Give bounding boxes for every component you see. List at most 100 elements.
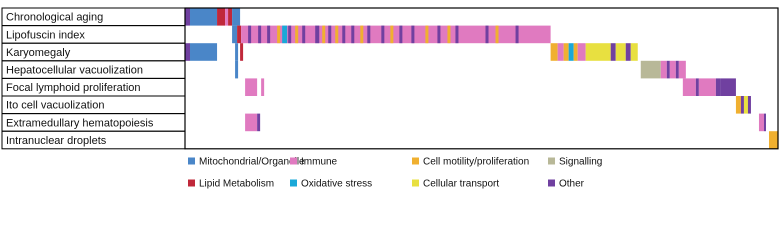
segment bbox=[235, 60, 239, 79]
row-label: Karyomegaly bbox=[6, 47, 71, 59]
segment bbox=[315, 25, 320, 44]
segment bbox=[302, 25, 306, 44]
segment bbox=[437, 25, 441, 44]
segment bbox=[563, 43, 569, 61]
legend-label: Other bbox=[559, 179, 585, 190]
segment bbox=[743, 96, 748, 114]
segment bbox=[735, 96, 741, 114]
row-label: Focal lymphoid proliferation bbox=[6, 82, 141, 94]
segment bbox=[190, 8, 218, 26]
legend-label: Mitochondrial/Organelle bbox=[199, 157, 305, 168]
segment bbox=[557, 43, 564, 61]
row-label: Hepatocellular vacuolization bbox=[6, 65, 143, 77]
segment bbox=[577, 43, 586, 61]
segment bbox=[740, 96, 744, 114]
segment bbox=[585, 43, 611, 61]
legend-label: Lipid Metabolism bbox=[199, 179, 274, 190]
segment bbox=[411, 25, 415, 44]
segment bbox=[245, 113, 258, 132]
legend-label: Immune bbox=[301, 157, 338, 168]
segment bbox=[282, 25, 288, 44]
segment bbox=[381, 25, 385, 44]
segment bbox=[675, 60, 679, 79]
segment bbox=[399, 25, 403, 44]
legend-swatch bbox=[290, 157, 297, 165]
plot-border bbox=[184, 7, 779, 150]
segment bbox=[390, 25, 394, 44]
segment bbox=[447, 25, 451, 44]
segment bbox=[342, 25, 346, 44]
segment bbox=[185, 43, 191, 61]
legend-swatch bbox=[188, 157, 195, 165]
segment bbox=[277, 25, 281, 44]
segment bbox=[615, 43, 626, 61]
segment bbox=[630, 43, 638, 61]
segment bbox=[235, 43, 239, 61]
segment bbox=[695, 78, 699, 96]
segment bbox=[678, 60, 686, 79]
segment bbox=[257, 113, 261, 132]
segment bbox=[190, 43, 218, 61]
chart: Chronological aging Lipofuscin index Karyo… bbox=[1, 7, 779, 190]
segment bbox=[232, 8, 241, 26]
segment bbox=[261, 78, 265, 96]
segment bbox=[698, 78, 716, 96]
segment bbox=[240, 43, 244, 61]
legend-label: Cell motility/proliferation bbox=[423, 157, 529, 168]
segment bbox=[217, 8, 226, 26]
legend-label: Cellular transport bbox=[423, 179, 499, 190]
legend-swatch bbox=[188, 179, 195, 187]
segment bbox=[237, 25, 242, 44]
segment bbox=[185, 8, 191, 26]
legend-swatch bbox=[290, 179, 297, 187]
segment bbox=[245, 78, 258, 96]
segment bbox=[241, 25, 551, 44]
segment bbox=[335, 25, 339, 44]
row-label: Extramedullary hematopoiesis bbox=[6, 117, 154, 129]
segment bbox=[669, 60, 676, 79]
row-label: Chronological aging bbox=[6, 12, 103, 24]
segment bbox=[295, 25, 299, 44]
segment bbox=[228, 8, 233, 26]
segment bbox=[267, 25, 271, 44]
segment bbox=[322, 25, 326, 44]
segment bbox=[660, 60, 667, 79]
segment bbox=[225, 8, 229, 26]
row-label: Lipofuscin index bbox=[6, 29, 85, 41]
segment bbox=[666, 60, 670, 79]
segment bbox=[328, 25, 332, 44]
legend-swatch bbox=[412, 157, 419, 165]
segment bbox=[288, 25, 292, 44]
segment bbox=[682, 78, 696, 96]
segment bbox=[720, 78, 736, 96]
segment bbox=[747, 96, 751, 114]
segment bbox=[455, 25, 459, 44]
segment bbox=[495, 25, 499, 44]
row-label: Intranuclear droplets bbox=[6, 135, 107, 147]
segment bbox=[573, 43, 578, 61]
segment bbox=[425, 25, 429, 44]
segment bbox=[485, 25, 489, 44]
row-label: Ito cell vacuolization bbox=[6, 100, 104, 112]
segment bbox=[610, 43, 616, 61]
segment bbox=[258, 25, 262, 44]
segment bbox=[515, 25, 519, 44]
segment bbox=[768, 131, 778, 149]
segment bbox=[640, 60, 661, 79]
segment bbox=[550, 43, 558, 61]
legend-swatch bbox=[548, 157, 555, 165]
legend-swatch bbox=[548, 179, 555, 187]
segment bbox=[715, 78, 721, 96]
legend-swatch bbox=[412, 179, 419, 187]
segment bbox=[763, 113, 766, 132]
segment bbox=[758, 113, 764, 132]
segment bbox=[232, 25, 238, 44]
segment bbox=[367, 25, 371, 44]
legend-label: Oxidative stress bbox=[301, 179, 372, 190]
segment bbox=[351, 25, 355, 44]
legend-label: Signalling bbox=[559, 157, 602, 168]
segment bbox=[360, 25, 364, 44]
segment bbox=[248, 25, 252, 44]
segment bbox=[625, 43, 631, 61]
segment bbox=[568, 43, 574, 61]
